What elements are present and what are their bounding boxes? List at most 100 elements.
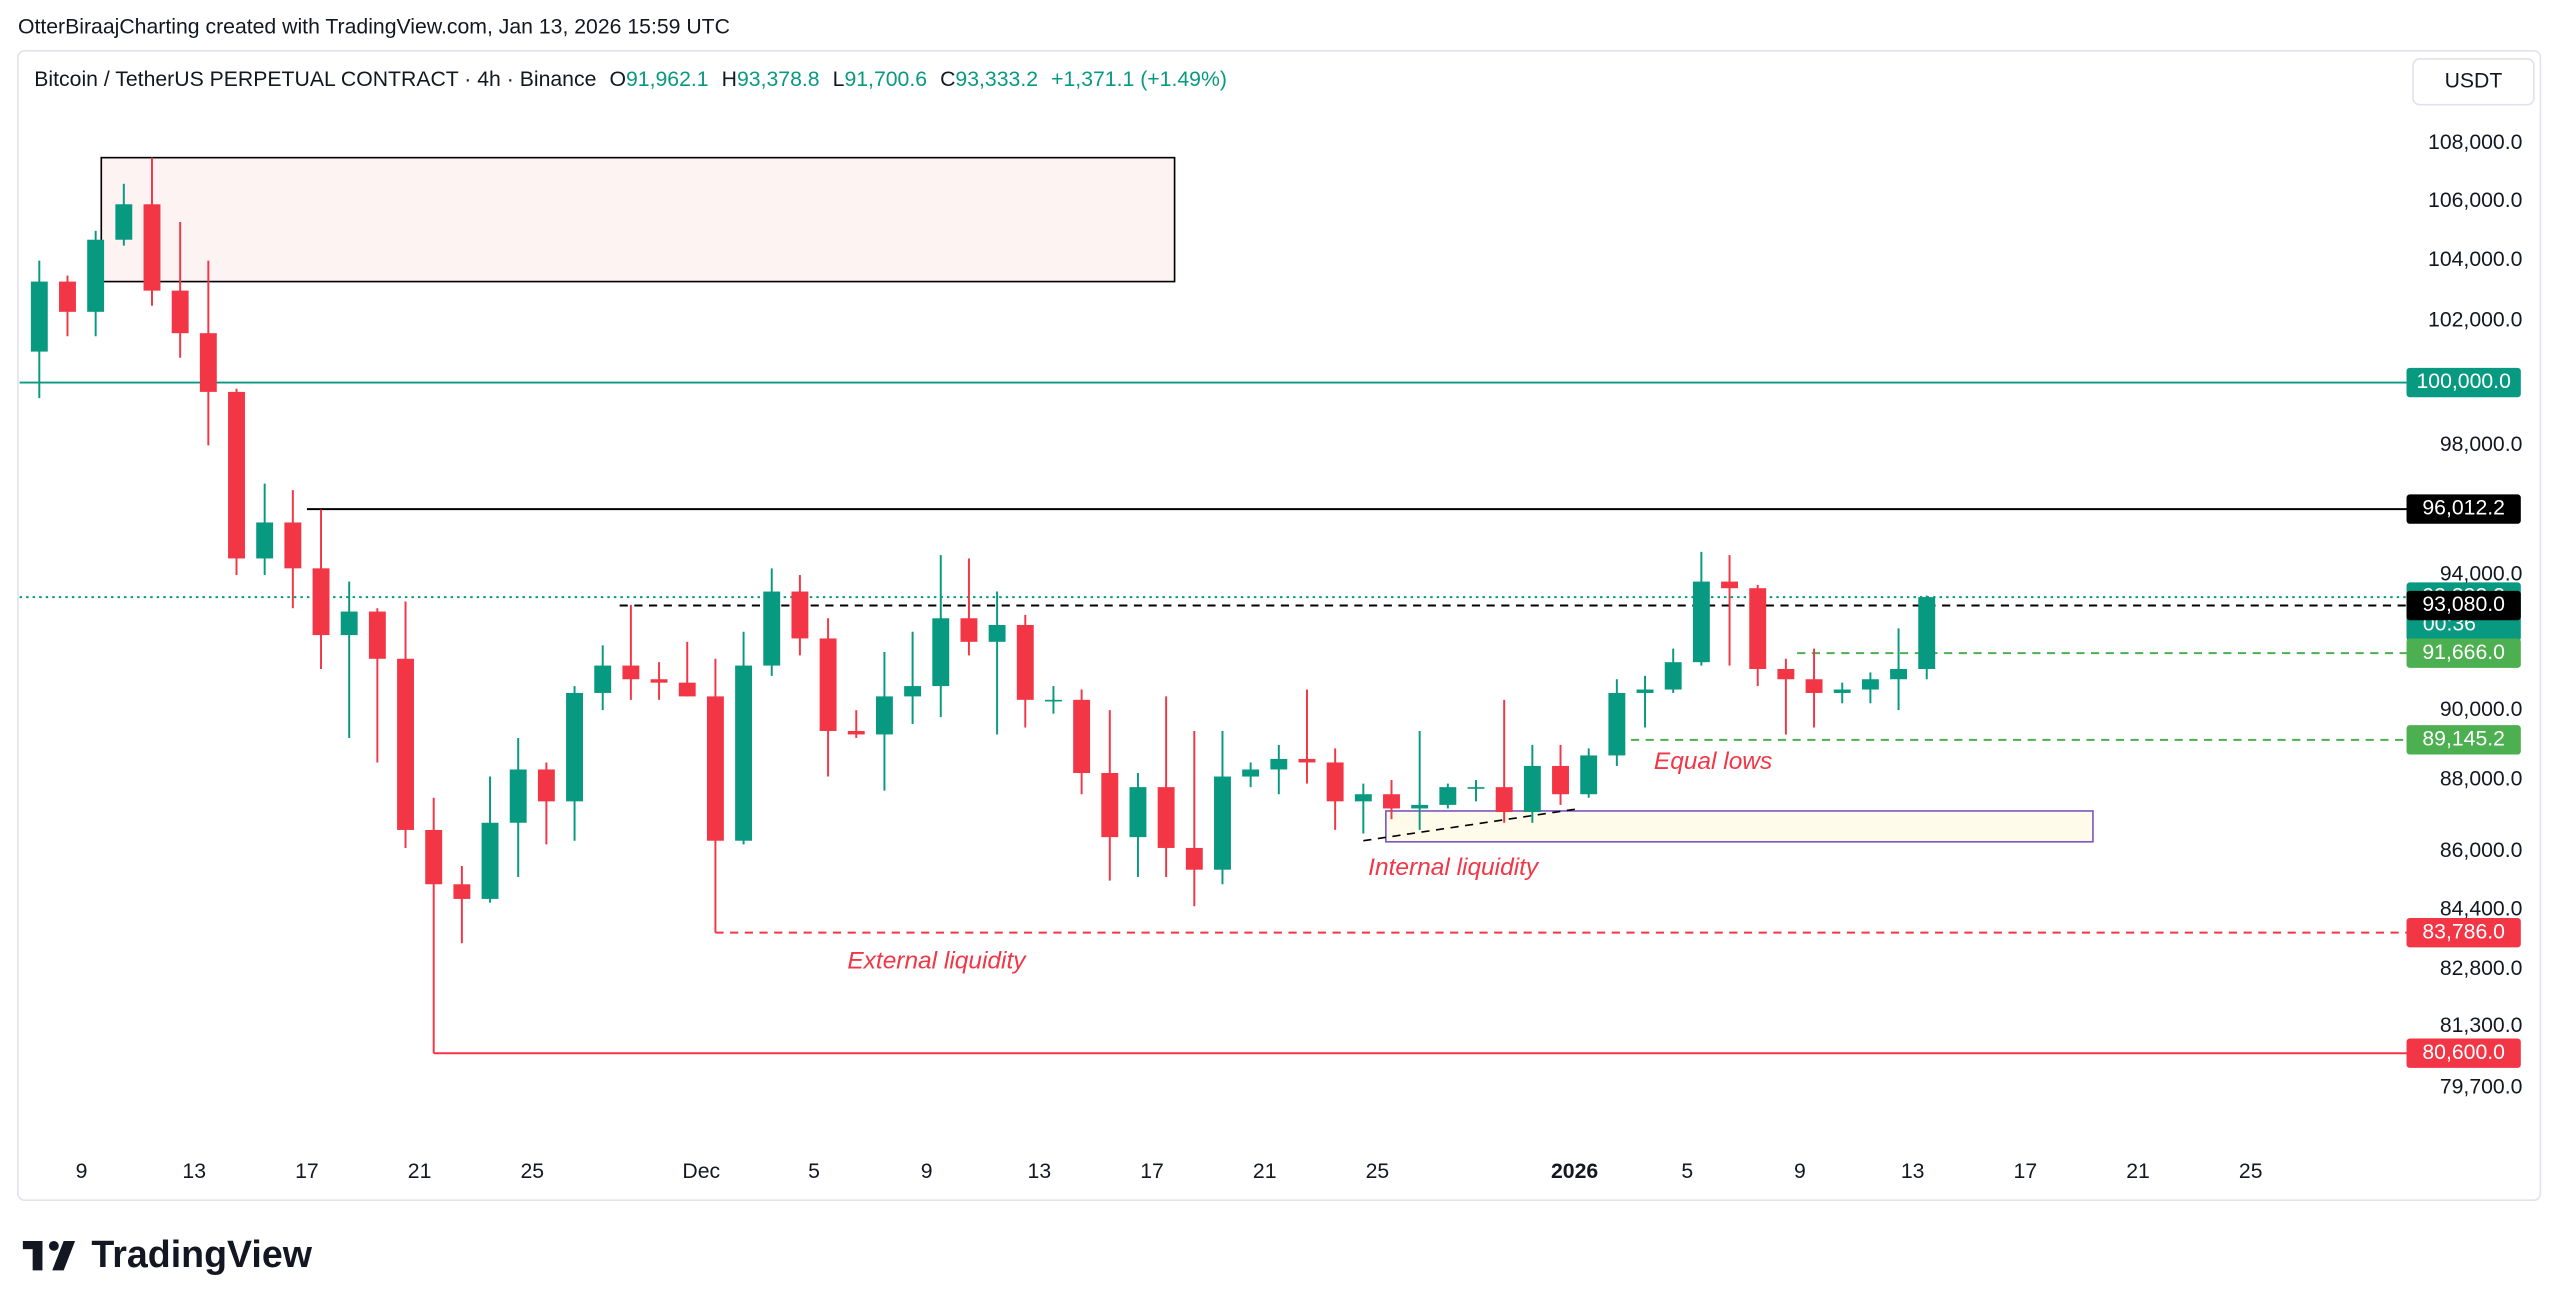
ohlc-value: 91,962.1 [626, 68, 709, 91]
candle-body [735, 665, 753, 841]
ohlc-value: 91,700.6 [844, 68, 927, 91]
candle-body [284, 522, 302, 569]
candle-body [340, 611, 358, 636]
x-tick-label: 25 [1366, 1160, 1390, 1183]
candle-body [256, 522, 274, 559]
candle-body [1044, 699, 1062, 702]
candle-body [87, 239, 105, 312]
x-tick-label: 9 [921, 1160, 933, 1183]
x-tick-label: 9 [76, 1160, 88, 1183]
candle-body [763, 591, 781, 666]
candle-body [1185, 847, 1203, 870]
y-tick-label: 82,800.0 [2440, 957, 2523, 980]
x-tick-label: 13 [182, 1160, 206, 1183]
y-tick-label: 108,000.0 [2428, 131, 2522, 154]
zone [100, 156, 1176, 283]
x-tick-label: 5 [808, 1160, 820, 1183]
candle-body [1580, 755, 1598, 795]
candle-body [847, 730, 865, 735]
x-tick-label: 21 [2126, 1160, 2150, 1183]
y-tick-label: 94,000.0 [2440, 563, 2523, 586]
y-tick-label: 79,700.0 [2440, 1076, 2523, 1099]
price-label-bg [2406, 590, 2521, 621]
currency-button[interactable] [2412, 58, 2535, 106]
brand: TradingView [91, 1233, 312, 1275]
logo [22, 1240, 76, 1271]
candle-body [1833, 689, 1851, 693]
candle-body [1270, 758, 1288, 770]
trendline [1363, 807, 1581, 842]
x-tick-label: 21 [408, 1160, 432, 1183]
price-label: 100,000.0 [2416, 370, 2510, 393]
y-tick-label: 86,000.0 [2440, 839, 2523, 862]
candle-body [199, 333, 217, 392]
annotation: Equal lows [1654, 748, 1772, 775]
candle-body [594, 665, 612, 693]
x-tick-label: 25 [520, 1160, 544, 1183]
candle-body [59, 281, 76, 312]
candle-body [819, 638, 837, 731]
candle-body [1805, 679, 1823, 693]
price-label: 93,080.0 [2422, 593, 2505, 616]
candle-body [1439, 787, 1457, 805]
ohlc-key: C [940, 68, 955, 91]
candle-body [932, 618, 950, 687]
candle-body [1692, 581, 1710, 663]
candle-body [537, 769, 555, 802]
x-tick-label: 17 [295, 1160, 319, 1183]
y-tick-label: 102,000.0 [2428, 309, 2522, 332]
candle-body [1157, 787, 1175, 848]
candle-body [1129, 787, 1147, 838]
x-tick-label: 2026 [1551, 1160, 1598, 1183]
y-tick-label: 81,300.0 [2440, 1014, 2523, 1037]
candle-body [115, 204, 133, 240]
candle-body [1721, 581, 1738, 589]
candle-body [1664, 662, 1682, 690]
candle-body [678, 682, 696, 697]
candle-body [1552, 765, 1569, 795]
change: +1,371.1 (+1.49%) [1051, 68, 1227, 91]
x-tick-label: 13 [1028, 1160, 1052, 1183]
candle-body [1354, 794, 1372, 802]
x-tick-label: 17 [2014, 1160, 2038, 1183]
x-tick-label: 21 [1253, 1160, 1277, 1183]
candle-body [368, 611, 386, 659]
candle-body [1467, 787, 1485, 789]
candle-body [1411, 804, 1429, 809]
candle-body [1636, 689, 1654, 693]
candle-body [453, 884, 471, 899]
candle-body [1101, 773, 1119, 838]
candle-body [960, 618, 978, 642]
candle-body [566, 692, 584, 802]
x-tick-label: 17 [1140, 1160, 1164, 1183]
candle-body [312, 568, 330, 636]
zone [1385, 810, 2094, 843]
candle-body [904, 686, 922, 697]
candle-body [1523, 765, 1541, 813]
logo-shape [32, 1240, 43, 1271]
candle-body [988, 624, 1006, 642]
price-label-bg [2406, 725, 2521, 755]
x-tick-label: Dec [682, 1160, 720, 1183]
x-tick-label: 25 [2239, 1160, 2263, 1183]
price-label: 91,666.0 [2422, 641, 2505, 664]
candle-body [397, 658, 414, 830]
logo-shape [48, 1240, 59, 1251]
candle-body [1383, 794, 1400, 809]
candle-body [228, 391, 245, 559]
candle-body [1326, 762, 1344, 802]
chart-frame [17, 49, 2542, 1201]
candle-body [1890, 668, 1908, 680]
currency[interactable]: USDT [2445, 69, 2503, 92]
y-tick-label: 104,000.0 [2428, 248, 2522, 271]
candle-body [622, 665, 640, 680]
price-label-bg [2406, 638, 2521, 668]
symbol: Bitcoin / TetherUS PERPETUAL CONTRACT · … [34, 68, 596, 91]
candle-body [1608, 692, 1626, 756]
candle-body [481, 822, 499, 899]
candle-body [791, 591, 809, 639]
candle-body [1073, 699, 1091, 774]
x-tick-label: 9 [1794, 1160, 1806, 1183]
candle-body [1016, 624, 1034, 700]
